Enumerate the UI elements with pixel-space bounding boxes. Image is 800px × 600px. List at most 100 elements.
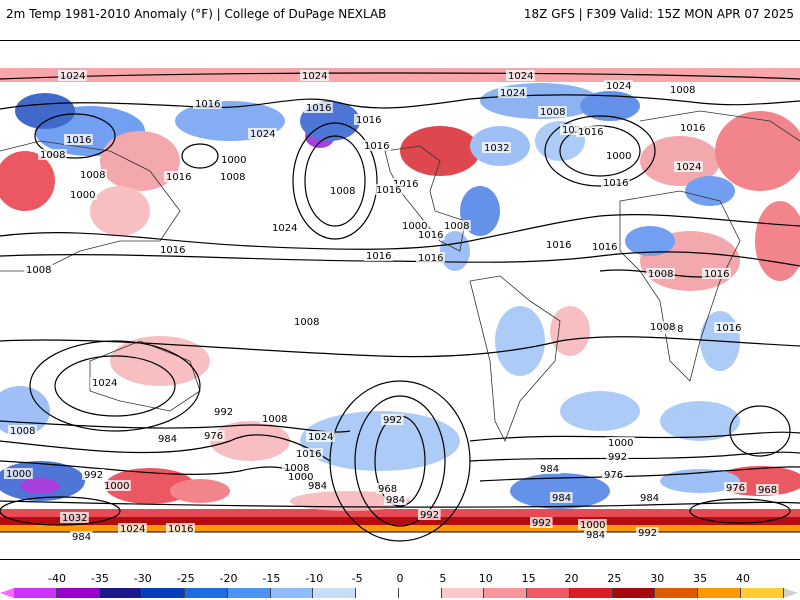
isobar-label: 1024	[120, 524, 145, 535]
isobar-label: 1016	[296, 449, 321, 460]
isobar-label: 1008	[444, 221, 469, 232]
isobar-label: 984	[72, 532, 91, 543]
isobar-label: 1024	[562, 125, 587, 136]
isobar-label: 1016	[418, 230, 443, 241]
isobar-label: 1016	[393, 179, 418, 190]
isobar-label: 976	[604, 470, 623, 481]
isobar-label: 1024	[508, 71, 533, 82]
isobar-label: 1016	[356, 115, 381, 126]
colorbar-cell	[741, 588, 784, 598]
colorbar-tick-label: 20	[564, 572, 579, 585]
colorbar-cell	[569, 588, 613, 598]
colorbar-tick-label: -30	[133, 572, 152, 585]
isobar-label: 1000	[104, 481, 129, 492]
anomaly-map: 1024 1024 1024 1016 1016 1016 1024 1024 1008 1008…	[0, 40, 800, 560]
isobar-label: 1024	[60, 71, 85, 82]
isobar-label: 1008	[294, 317, 319, 328]
isobar-label: 1024	[272, 223, 297, 234]
colorbar-tick-labels: -40 -35 -30 -25 -20 -15 -10 -5 0 5 10 15 20 25 30 35 40	[0, 570, 800, 585]
isobar-label: 992	[214, 407, 233, 418]
colorbar-cell	[270, 588, 314, 598]
isobar-label: 1016	[704, 269, 729, 280]
isobar-label: 1000	[70, 190, 95, 201]
isobar-label: 992	[84, 470, 103, 481]
isobar-label: 1008	[40, 150, 65, 161]
isobar-label: 1016	[306, 103, 331, 114]
model-run-info: 18Z GFS | F309 Valid: 15Z MON APR 07 202…	[523, 7, 794, 21]
isobar-label: 1008	[80, 170, 105, 181]
isobar-label: 976	[726, 483, 745, 494]
isobar-label: 1016	[578, 127, 603, 138]
isobar-label: 1016	[680, 123, 705, 134]
isobar-label: 1016	[418, 253, 443, 264]
header-bar: 2m Temp 1981-2010 Anomaly (°F) | College…	[0, 0, 800, 30]
isobar-label: 1000	[6, 469, 31, 480]
isobar-label: 1008	[670, 85, 695, 96]
isobar-label: 1016	[603, 178, 628, 189]
isobar-label: 968	[378, 484, 397, 495]
colorbar-cell	[227, 588, 271, 598]
isobar-label: 1024	[500, 88, 525, 99]
isobar-label: 1024	[676, 162, 701, 173]
isobar-label: 1016	[592, 242, 617, 253]
isobar-label: 1016	[66, 135, 91, 146]
isobar-label: 1016	[160, 245, 185, 256]
isobar-label: 1016	[195, 99, 220, 110]
isobar-label: 992	[420, 510, 439, 521]
isobar-label: 984	[158, 434, 177, 445]
colorbar-cell	[527, 588, 570, 598]
isobar-label: 1032	[62, 513, 87, 524]
isobar-label: 1016	[546, 240, 571, 251]
colorbar-tick-label: -20	[219, 572, 238, 585]
colorbar-tick-label: -40	[48, 572, 66, 585]
isobar-label: 1024	[250, 129, 275, 140]
colorbar-tick-label: -10	[305, 572, 324, 585]
isobar-label: 968	[758, 485, 777, 496]
colorbar-cell	[484, 588, 528, 598]
isobar-label: 1000	[580, 520, 605, 531]
isobar-label: 976	[204, 431, 223, 442]
isobar-label: 1008	[262, 414, 287, 425]
isobar-label: 992	[638, 528, 657, 539]
isobar-label: 1024	[606, 81, 631, 92]
colorbar-tick-label: -5	[351, 572, 363, 585]
colorbar-tick-label: 5	[439, 572, 447, 585]
colorbar-max-cap	[784, 588, 798, 598]
colorbar-tick-label: 40	[736, 572, 750, 585]
isobar-label: 1000	[221, 155, 246, 166]
colorbar-cell	[441, 588, 485, 598]
isobar-label: 1008	[330, 186, 355, 197]
isobar-label: 992	[532, 518, 551, 529]
isobar-label: 1016	[168, 524, 193, 535]
isobar-label: 1000	[402, 221, 427, 232]
colorbar-tick-label: 25	[607, 572, 622, 585]
isobar-label: 1000	[608, 438, 633, 449]
colorbar-legend: -40 -35 -30 -25 -20 -15 -10 -5 0 5 10 15 20 25 30 35 40	[0, 570, 800, 600]
colorbar-tick-label: 15	[521, 572, 536, 585]
isobar-label: 1008	[650, 322, 675, 333]
isobar-label: 984	[308, 481, 327, 492]
isobar-label: 984	[386, 495, 405, 506]
isobar-label: 984	[540, 464, 559, 475]
isobar-label: 1000	[606, 151, 631, 162]
isobar-label: 992	[608, 452, 627, 463]
colorbar-cell	[313, 588, 357, 598]
isobar-label: 1008	[648, 269, 673, 280]
colorbar-tick-label: -25	[176, 572, 195, 585]
isobar-label: 992	[383, 415, 402, 426]
isobar-label: 1024	[92, 378, 117, 389]
isobar-label: 1016	[364, 141, 389, 152]
colorbar-cell	[142, 588, 186, 598]
isobar-label: 1008	[10, 426, 35, 437]
isobar-label: 1000	[288, 472, 313, 483]
colorbar-cell	[612, 588, 656, 598]
isobar-label: 984	[552, 493, 571, 504]
isobar-label: 1016	[376, 185, 401, 196]
colorbar-cell	[14, 588, 57, 598]
isobar-label: 1016	[166, 172, 191, 183]
isobar-label: 1024	[302, 71, 327, 82]
colorbar-cell	[99, 588, 143, 598]
colorbar-cell	[356, 588, 399, 598]
